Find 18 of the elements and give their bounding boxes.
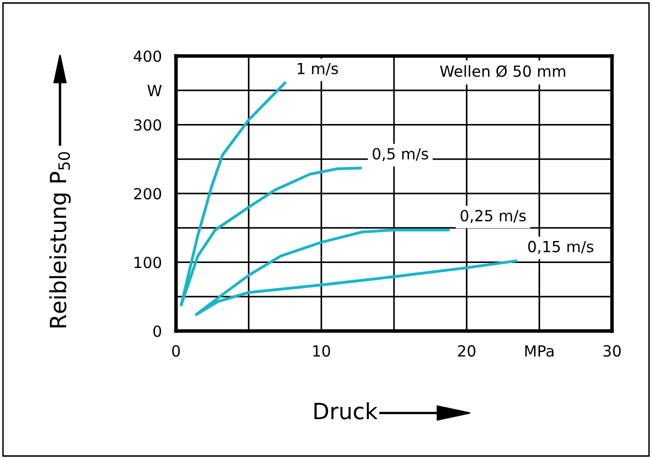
y-tick-label: 200 (134, 188, 162, 200)
y-tick-label: 0 (153, 325, 162, 338)
x-tick-label: 10 (313, 345, 330, 357)
series-label: 0,15 m/s (528, 240, 594, 254)
series-label: 0,5 m/s (372, 148, 428, 162)
series-label: 1 m/s (298, 62, 338, 76)
y-tick-label: 100 (134, 256, 162, 268)
series-label: 0,25 m/s (460, 210, 526, 223)
x-tick-label: MPa (525, 345, 554, 357)
y-tick-label: 400 (134, 50, 162, 62)
annotation: Wellen Ø 50 mm (440, 65, 566, 78)
x-tick-label: 30 (603, 345, 621, 357)
y-axis-title: Reibleistung P$_{50}$ (49, 152, 71, 328)
y-tick-label: 300 (134, 119, 162, 131)
x-tick-label: 0 (172, 345, 180, 357)
x-axis-title: Druck (314, 402, 378, 420)
y-tick-label: W (148, 85, 162, 96)
x-tick-label: 20 (458, 345, 476, 357)
